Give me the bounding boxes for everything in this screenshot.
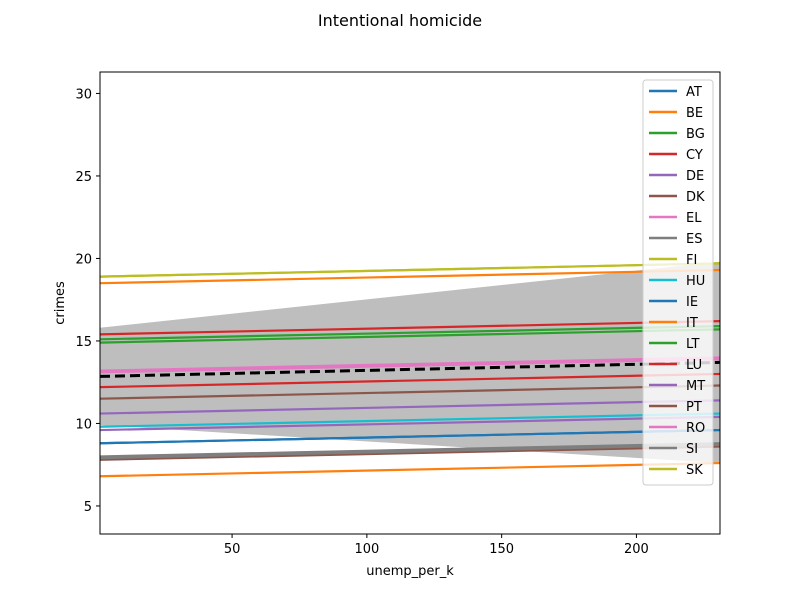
series-line-ro [99, 356, 721, 372]
series-line-si [99, 443, 721, 460]
legend-label-hu: HU [686, 274, 705, 289]
x-tick-label: 150 [489, 542, 514, 557]
legend-label-pt: PT [686, 400, 702, 415]
series-line-ie [99, 428, 721, 445]
series-line-it [99, 461, 721, 478]
mean-line [99, 360, 721, 378]
x-axis-label: unemp_per_k [366, 564, 454, 579]
y-tick-label: 5 [84, 500, 92, 515]
legend-label-sk: SK [686, 463, 703, 478]
confidence-band-layer [100, 261, 720, 464]
legend-label-de: DE [686, 169, 704, 184]
series-lines-layer [99, 262, 721, 478]
legend-label-si: SI [686, 442, 698, 457]
legend-label-mt: MT [686, 379, 705, 394]
series-line-bg [99, 325, 721, 341]
legend-label-ie: IE [686, 295, 698, 310]
legend: AT BE BG CY DE DK EL ES FI HU IE IT LT LU MT PT RO SI SK [642, 79, 714, 486]
series-line-pt [99, 384, 721, 400]
chart-title: Intentional homicide [318, 11, 482, 30]
series-line-lu [99, 372, 721, 389]
series-line-de [99, 415, 721, 432]
x-tick-label: 200 [624, 542, 649, 557]
legend-label-cy: CY [686, 148, 703, 163]
y-axis-label: crimes [53, 281, 68, 325]
y-tick-label: 25 [75, 170, 92, 185]
y-axis-ticks: 5 10 15 20 25 30 [75, 87, 100, 515]
legend-label-bg: BG [686, 127, 705, 142]
legend-label-lu: LU [686, 358, 702, 373]
series-line-mt [99, 399, 721, 415]
legend-label-fi: FI [686, 253, 697, 268]
legend-label-es: ES [686, 232, 702, 247]
legend-label-it: IT [686, 316, 698, 331]
legend-label-lt: LT [686, 337, 699, 352]
legend-label-ro: RO [686, 421, 705, 436]
legend-label-at: AT [686, 85, 702, 100]
x-axis-ticks: 50 100 150 200 [224, 534, 649, 557]
y-tick-label: 30 [75, 87, 92, 102]
y-tick-label: 10 [75, 417, 92, 432]
series-line-cy [99, 320, 721, 336]
series-line-be [99, 268, 721, 285]
series-line-es [99, 442, 721, 458]
series-line-lt [99, 328, 721, 344]
legend-label-dk: DK [686, 190, 705, 205]
x-tick-label: 100 [354, 542, 379, 557]
x-tick-label: 50 [224, 542, 241, 557]
series-line-dk [99, 445, 721, 461]
y-tick-label: 15 [75, 335, 92, 350]
series-line-hu [99, 412, 721, 428]
y-tick-label: 20 [75, 252, 92, 267]
series-line-el [99, 358, 721, 374]
legend-label-el: EL [686, 211, 702, 226]
legend-label-be: BE [686, 106, 703, 121]
confidence-band [100, 261, 720, 464]
series-line-sk [99, 262, 721, 278]
mean-line-layer [99, 360, 721, 378]
plot-frame [99, 71, 721, 535]
plot-area [99, 261, 721, 478]
